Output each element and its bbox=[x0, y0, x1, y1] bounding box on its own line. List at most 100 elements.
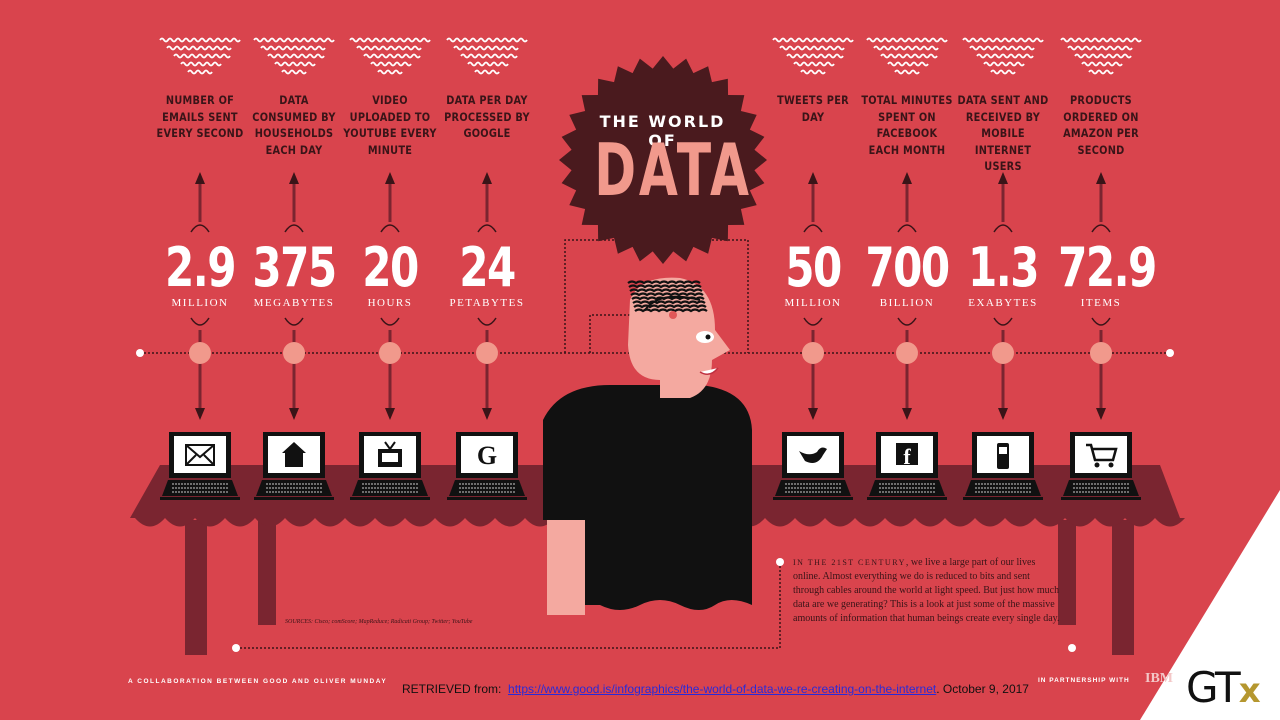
cart-wheel bbox=[1108, 462, 1114, 468]
bottom-dot bbox=[232, 644, 240, 652]
timeline-end-dot bbox=[136, 349, 144, 357]
retrieved-label: RETRIEVED from: bbox=[402, 682, 502, 696]
bracket-bottom bbox=[477, 317, 497, 326]
laptop-base bbox=[447, 497, 527, 500]
facebook-square bbox=[896, 443, 918, 465]
wave-decoration bbox=[894, 69, 920, 75]
intro-dot bbox=[776, 558, 784, 566]
stat-value: 1.3 bbox=[968, 236, 1040, 299]
wave-decoration bbox=[187, 69, 213, 75]
wave-decoration bbox=[779, 45, 845, 51]
timeline-node bbox=[476, 342, 498, 364]
wave-decoration bbox=[453, 45, 519, 51]
wave-decoration bbox=[180, 61, 222, 67]
sources-note: SOURCES: Cisco; comScore; MapReduce; Rad… bbox=[285, 619, 473, 625]
bracket-bottom bbox=[993, 317, 1013, 326]
person-hair bbox=[627, 280, 701, 285]
gtx-logo-gt: GT bbox=[1186, 663, 1241, 712]
person-mouth bbox=[699, 367, 719, 375]
person-shirt bbox=[543, 385, 752, 610]
wave-decoration bbox=[370, 61, 412, 67]
stat-label: DATA CONSUMED BY HOUSEHOLDS EACH DAY bbox=[252, 93, 336, 157]
arrow-up-head bbox=[998, 172, 1008, 184]
house-shape bbox=[282, 442, 306, 467]
table-leg bbox=[258, 520, 276, 625]
laptop-base bbox=[160, 497, 240, 500]
intro-text: , we live a large part of our lives onli… bbox=[793, 557, 1060, 624]
bracket-bottom bbox=[803, 317, 823, 326]
title-line2: DATA bbox=[594, 128, 752, 212]
stat-label: TOTAL MINUTES SPENT ON FACEBOOK EACH MON… bbox=[861, 93, 953, 157]
bottom-dot bbox=[1068, 644, 1076, 652]
retrieved-date: . October 9, 2017 bbox=[936, 682, 1029, 696]
stat-value: 375 bbox=[252, 236, 337, 299]
stat-value: 20 bbox=[362, 236, 419, 299]
stat-label: DATA SENT AND RECEIVED BY MOBILE INTERNE… bbox=[957, 93, 1049, 173]
person-hair bbox=[628, 284, 702, 289]
google-icon-glyph: G bbox=[477, 441, 497, 470]
wave-decoration bbox=[267, 53, 325, 59]
laptop-base bbox=[350, 497, 430, 500]
arrow-up-head bbox=[289, 172, 299, 184]
wave-decoration bbox=[377, 69, 403, 75]
arrow-up-head bbox=[195, 172, 205, 184]
ibm-logo: IBM bbox=[1145, 671, 1173, 686]
wave-decoration bbox=[159, 37, 241, 43]
stat-unit: ITEMS bbox=[1080, 297, 1122, 309]
timeline-node bbox=[896, 342, 918, 364]
stat-label: PRODUCTS ORDERED ON AMAZON PER SECOND bbox=[1063, 93, 1139, 157]
facebook-icon-glyph: f bbox=[903, 444, 911, 469]
arrow-down-head bbox=[195, 408, 205, 420]
arrow-down-head bbox=[1096, 408, 1106, 420]
twitter-bird-icon bbox=[799, 447, 827, 463]
stat-value: 72.9 bbox=[1058, 236, 1157, 299]
arrow-down-head bbox=[808, 408, 818, 420]
bracket-bottom bbox=[190, 317, 210, 326]
partnership-label: IN PARTNERSHIP WITH bbox=[1038, 677, 1130, 684]
table-leg bbox=[185, 520, 207, 655]
wave-decoration bbox=[460, 53, 518, 59]
bracket-top bbox=[897, 224, 917, 233]
stat-unit: HOURS bbox=[367, 297, 413, 309]
wave-decoration bbox=[772, 37, 854, 43]
person-arm bbox=[547, 520, 585, 615]
arrow-up-head bbox=[385, 172, 395, 184]
wave-decoration bbox=[253, 37, 335, 43]
timeline-node bbox=[379, 342, 401, 364]
bracket-top bbox=[477, 224, 497, 233]
intro-paragraph: IN THE 21ST CENTURY, we live a large par… bbox=[793, 556, 1063, 626]
wave-decoration bbox=[786, 53, 844, 59]
arrow-up-head bbox=[902, 172, 912, 184]
shopping-cart-icon bbox=[1086, 443, 1118, 468]
laptop-screen bbox=[1075, 436, 1127, 473]
person-hair bbox=[629, 288, 703, 293]
wave-decoration bbox=[990, 69, 1016, 75]
title-line1: THE WORLD OF bbox=[599, 112, 726, 150]
laptop-base bbox=[867, 497, 947, 500]
timeline-end-dot bbox=[1166, 349, 1174, 357]
arrow-down-head bbox=[998, 408, 1008, 420]
bracket-top bbox=[993, 224, 1013, 233]
phone-body bbox=[997, 443, 1009, 469]
arrow-up-head bbox=[808, 172, 818, 184]
house-icon bbox=[282, 442, 306, 467]
person-temple-dot bbox=[669, 311, 677, 319]
wave-decoration bbox=[962, 37, 1044, 43]
phone-screen bbox=[999, 447, 1007, 454]
person-hair bbox=[633, 304, 707, 309]
source-link[interactable]: https://www.good.is/infographics/the-wor… bbox=[508, 682, 937, 696]
person-hair bbox=[630, 292, 704, 297]
laptop-base bbox=[963, 497, 1043, 500]
bracket-top bbox=[284, 224, 304, 233]
stat-unit: BILLION bbox=[879, 297, 935, 309]
wave-decoration bbox=[363, 53, 421, 59]
wave-decoration bbox=[349, 37, 431, 43]
tv-icon bbox=[378, 441, 402, 467]
retrieved-citation: RETRIEVED from: https://www.good.is/info… bbox=[402, 682, 1029, 696]
corner-triangle bbox=[1140, 490, 1280, 720]
wave-decoration bbox=[887, 61, 929, 67]
wave-decoration bbox=[800, 69, 826, 75]
arrow-up-head bbox=[482, 172, 492, 184]
laptop-base bbox=[1061, 497, 1141, 500]
arrow-up-head bbox=[1096, 172, 1106, 184]
